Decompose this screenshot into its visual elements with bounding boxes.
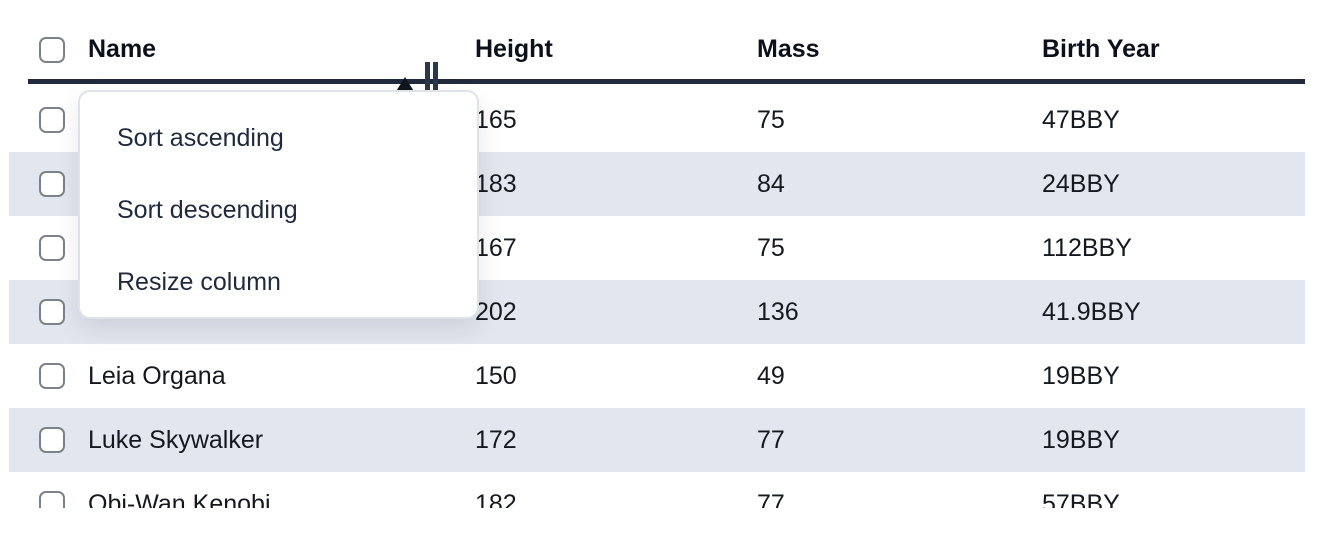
row-checkbox[interactable]	[39, 427, 65, 453]
cell-birth-year: 47BBY	[1042, 105, 1120, 134]
row-checkbox[interactable]	[39, 299, 65, 325]
column-resize-handle[interactable]	[425, 62, 438, 110]
table-row: Leia Organa 150 49 19BBY	[9, 344, 1305, 408]
cell-birth-year: 19BBY	[1042, 425, 1120, 454]
cell-height: 150	[475, 361, 517, 390]
cell-birth-year: 112BBY	[1042, 233, 1132, 262]
column-header-mass[interactable]: Mass	[757, 35, 820, 63]
row-checkbox[interactable]	[39, 107, 65, 133]
cell-name: Leia Organa	[88, 361, 226, 390]
resize-bar-icon	[433, 62, 438, 110]
cell-height: 182	[475, 489, 517, 509]
column-context-menu: Sort ascending Sort descending Resize co…	[78, 90, 479, 319]
select-all-checkbox[interactable]	[39, 36, 65, 63]
column-header-birth-year[interactable]: Birth Year	[1042, 35, 1160, 63]
cell-height: 172	[475, 425, 517, 454]
cell-height: 165	[475, 105, 517, 134]
column-header-name-label: Name	[88, 35, 157, 63]
cell-mass: 77	[757, 489, 785, 509]
header-divider	[28, 79, 1305, 84]
cell-mass: 75	[757, 233, 785, 262]
column-header-height[interactable]: Height	[475, 35, 553, 63]
cell-name: Obi-Wan Kenobi	[88, 489, 271, 509]
row-checkbox[interactable]	[39, 171, 65, 197]
row-checkbox[interactable]	[39, 235, 65, 261]
menu-item-resize-column[interactable]: Resize column	[117, 267, 281, 296]
cell-birth-year: 24BBY	[1042, 169, 1120, 198]
cell-mass: 77	[757, 425, 785, 454]
cell-birth-year: 57BBY	[1042, 489, 1120, 509]
cell-height: 167	[475, 233, 517, 262]
menu-item-sort-descending[interactable]: Sort descending	[117, 195, 298, 224]
cell-mass: 49	[757, 361, 785, 390]
cell-mass: 84	[757, 169, 785, 198]
cell-mass: 136	[757, 297, 799, 326]
table-header: Name Height Mass Birth Year	[9, 0, 1305, 110]
cell-name: Luke Skywalker	[88, 425, 264, 454]
column-header-name[interactable]: Name	[88, 35, 443, 110]
menu-item-sort-ascending[interactable]: Sort ascending	[117, 123, 284, 152]
table-row: Luke Skywalker 172 77 19BBY	[9, 408, 1305, 472]
sort-ascending-icon	[395, 77, 415, 93]
cell-height: 183	[475, 169, 517, 198]
resize-bar-icon	[425, 62, 430, 110]
row-checkbox[interactable]	[39, 363, 65, 389]
row-checkbox[interactable]	[39, 491, 65, 508]
cell-height: 202	[475, 297, 517, 326]
cell-mass: 75	[757, 105, 785, 134]
table-row: Obi-Wan Kenobi 182 77 57BBY	[9, 472, 1305, 508]
cell-birth-year: 41.9BBY	[1042, 297, 1141, 326]
cell-birth-year: 19BBY	[1042, 361, 1120, 390]
